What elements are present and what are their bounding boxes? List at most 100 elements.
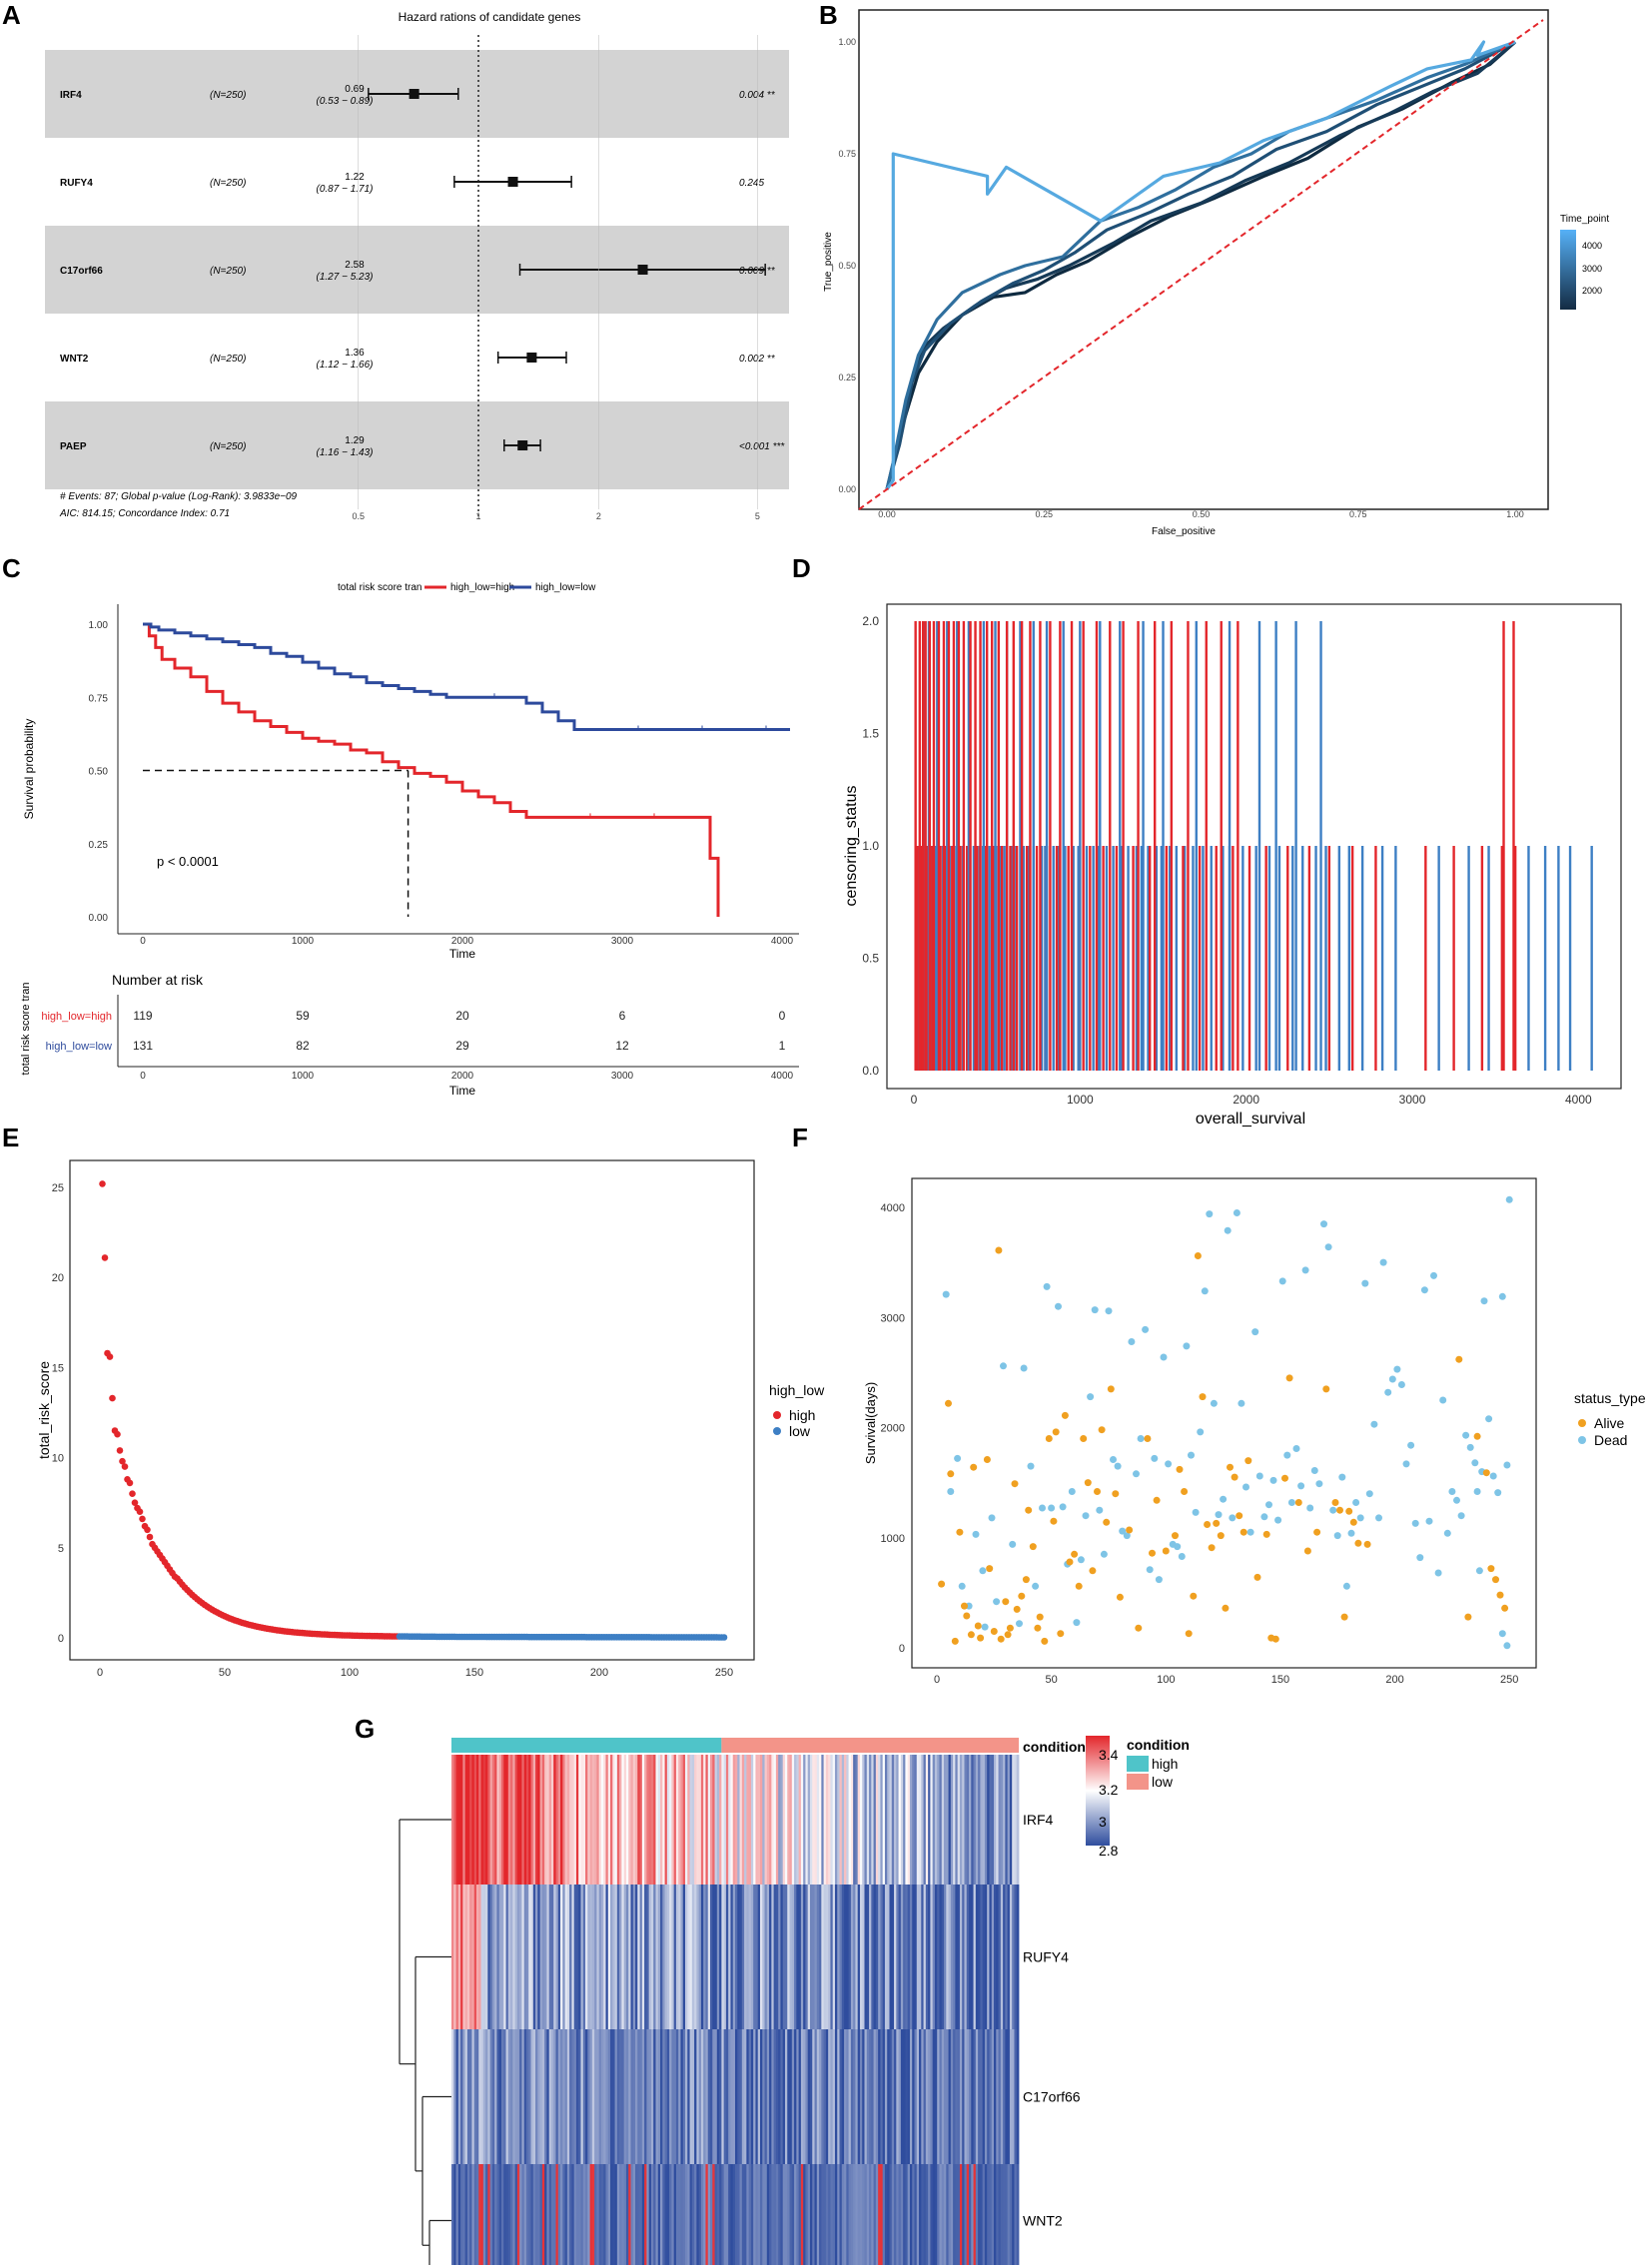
heatmap-cell bbox=[741, 2164, 745, 2265]
heatmap-cell bbox=[487, 1885, 491, 2029]
heatmap-cell bbox=[962, 2164, 965, 2265]
heatmap-cell bbox=[682, 2029, 686, 2164]
heatmap-cell bbox=[794, 2164, 797, 2265]
heatmap-cell bbox=[989, 1755, 993, 1885]
heatmap-cell bbox=[932, 2029, 936, 2164]
heatmap-cell bbox=[787, 2029, 790, 2164]
heatmap-cell bbox=[916, 1885, 920, 2029]
heatmap-cell bbox=[969, 1885, 972, 2029]
survival-point-dead bbox=[1110, 1456, 1117, 1463]
risk-score-point bbox=[720, 1634, 728, 1641]
heatmap-cell bbox=[919, 1755, 922, 1885]
km-curve-low bbox=[143, 622, 790, 731]
heatmap-cell bbox=[928, 1885, 931, 2029]
heatmap-cell bbox=[719, 2164, 722, 2265]
heatmap-cell bbox=[875, 1755, 879, 1885]
survival-point-dead bbox=[1411, 1519, 1419, 1527]
heatmap-cell bbox=[900, 2029, 904, 2164]
heatmap-cell bbox=[575, 2029, 579, 2164]
heatmap-cell bbox=[489, 1755, 493, 1885]
heatmap-cell bbox=[964, 1885, 968, 2029]
heatmap-cell bbox=[680, 1885, 684, 2029]
heatmap-cell bbox=[578, 1755, 581, 1885]
heatmap-cell bbox=[755, 1885, 759, 2029]
survival-scatter-ticks: 0 50 100 150 200 250 0 1000 2000 3000 4000 bbox=[881, 1202, 1519, 1686]
heatmap-cell bbox=[650, 2029, 654, 2164]
heatmap-cell bbox=[491, 1755, 495, 1885]
heatmap-cell bbox=[850, 1885, 854, 2029]
heatmap-cell bbox=[614, 2164, 618, 2265]
heatmap-cell bbox=[555, 1755, 559, 1885]
survival-point-dead bbox=[1087, 1393, 1095, 1401]
survival-point-alive bbox=[1103, 1518, 1111, 1526]
heatmap-cell bbox=[496, 1755, 500, 1885]
heatmap-cell bbox=[782, 1885, 786, 2029]
heatmap-cell bbox=[934, 2164, 938, 2265]
heatmap-cell bbox=[764, 1755, 768, 1885]
heatmap-cell bbox=[919, 2164, 922, 2265]
heatmap-cell bbox=[614, 2029, 618, 2164]
heatmap-cell bbox=[589, 2164, 593, 2265]
heatmap-cell bbox=[775, 2029, 779, 2164]
heatmap-cell bbox=[566, 1755, 570, 1885]
heatmap-cell bbox=[766, 1885, 770, 2029]
heatmap-cell bbox=[894, 1885, 897, 2029]
heatmap-cell bbox=[812, 1755, 815, 1885]
heatmap-cell bbox=[494, 1885, 497, 2029]
heatmap-cell bbox=[859, 1755, 863, 1885]
heatmap-cell bbox=[487, 2029, 491, 2164]
roc-reference-line bbox=[858, 19, 1544, 510]
survival-point-dead bbox=[1215, 1511, 1223, 1519]
survival-point-alive bbox=[990, 1628, 998, 1635]
forest-gene-ci: (1.12 − 1.66) bbox=[317, 360, 374, 371]
survival-point-dead bbox=[1306, 1504, 1314, 1512]
heatmap-cell bbox=[966, 1885, 970, 2029]
roc-ticks: 0.00 0.00 0.25 0.25 0.50 0.50 0.75 0.75 1.00 1.00 bbox=[838, 37, 1523, 519]
survival-point-alive bbox=[1050, 1517, 1058, 1525]
survival-point-alive bbox=[970, 1463, 978, 1471]
heatmap-cell bbox=[941, 2029, 945, 2164]
heatmap-cell bbox=[930, 1755, 934, 1885]
survival-point-dead bbox=[1361, 1279, 1369, 1287]
heatmap-cell bbox=[964, 2164, 968, 2265]
panel-b-roc-plot: B 0.00 0.00 0.25 0.25 0.50 0.50 0.75 0.75 1.00 1.… bbox=[819, 0, 1609, 537]
heatmap-cell bbox=[673, 2029, 677, 2164]
heatmap-cell bbox=[535, 1885, 538, 2029]
heatmap-cell bbox=[725, 1755, 729, 1885]
heatmap-cell bbox=[869, 2029, 872, 2164]
heatmap-cell bbox=[748, 1885, 752, 2029]
heatmap-cell bbox=[821, 2164, 825, 2265]
km-x-tick: 1000 bbox=[292, 936, 315, 947]
heatmap-cell bbox=[791, 1755, 795, 1885]
heatmap-cell bbox=[900, 2164, 904, 2265]
heatmap-cell bbox=[512, 1885, 516, 2029]
heatmap-cell bbox=[784, 2164, 788, 2265]
heatmap-cell bbox=[789, 2029, 793, 2164]
heatmap-cell bbox=[500, 2164, 504, 2265]
heatmap-cell bbox=[880, 2164, 884, 2265]
heatmap-cell bbox=[478, 1755, 481, 1885]
heatmap-color-scale bbox=[1086, 1736, 1110, 1846]
heatmap-cell bbox=[625, 2029, 629, 2164]
censoring-x-axis-label: overall_survival bbox=[1196, 1111, 1305, 1128]
risk-table-x-tick: 4000 bbox=[771, 1071, 794, 1082]
condition-legend-swatch-low bbox=[1127, 1774, 1149, 1790]
heatmap-cell bbox=[869, 1885, 872, 2029]
heatmap-cell bbox=[994, 2164, 997, 2265]
heatmap-cell bbox=[516, 1755, 520, 1885]
heatmap-cell bbox=[716, 2029, 720, 2164]
survival-scatter-y-axis-label: Survival(days) bbox=[863, 1382, 878, 1464]
heatmap-cell bbox=[844, 1885, 847, 2029]
forest-gene-hr: 0.69 bbox=[345, 84, 365, 95]
heatmap-cell bbox=[557, 1755, 561, 1885]
risk-score-point bbox=[136, 1508, 144, 1515]
survival-point-alive bbox=[1013, 1605, 1021, 1613]
heatmap-cell bbox=[825, 1885, 829, 2029]
heatmap-cell bbox=[955, 2164, 959, 2265]
heatmap-cell bbox=[457, 1885, 461, 2029]
heatmap-cell bbox=[909, 2164, 913, 2265]
heatmap-cell bbox=[673, 2164, 677, 2265]
forest-rows: IRF4 (N=250)0.69(0.53 − 0.89)0.004 **RUFY… bbox=[45, 50, 789, 489]
heatmap-cell bbox=[996, 2164, 999, 2265]
survival-point-dead bbox=[1059, 1503, 1067, 1511]
